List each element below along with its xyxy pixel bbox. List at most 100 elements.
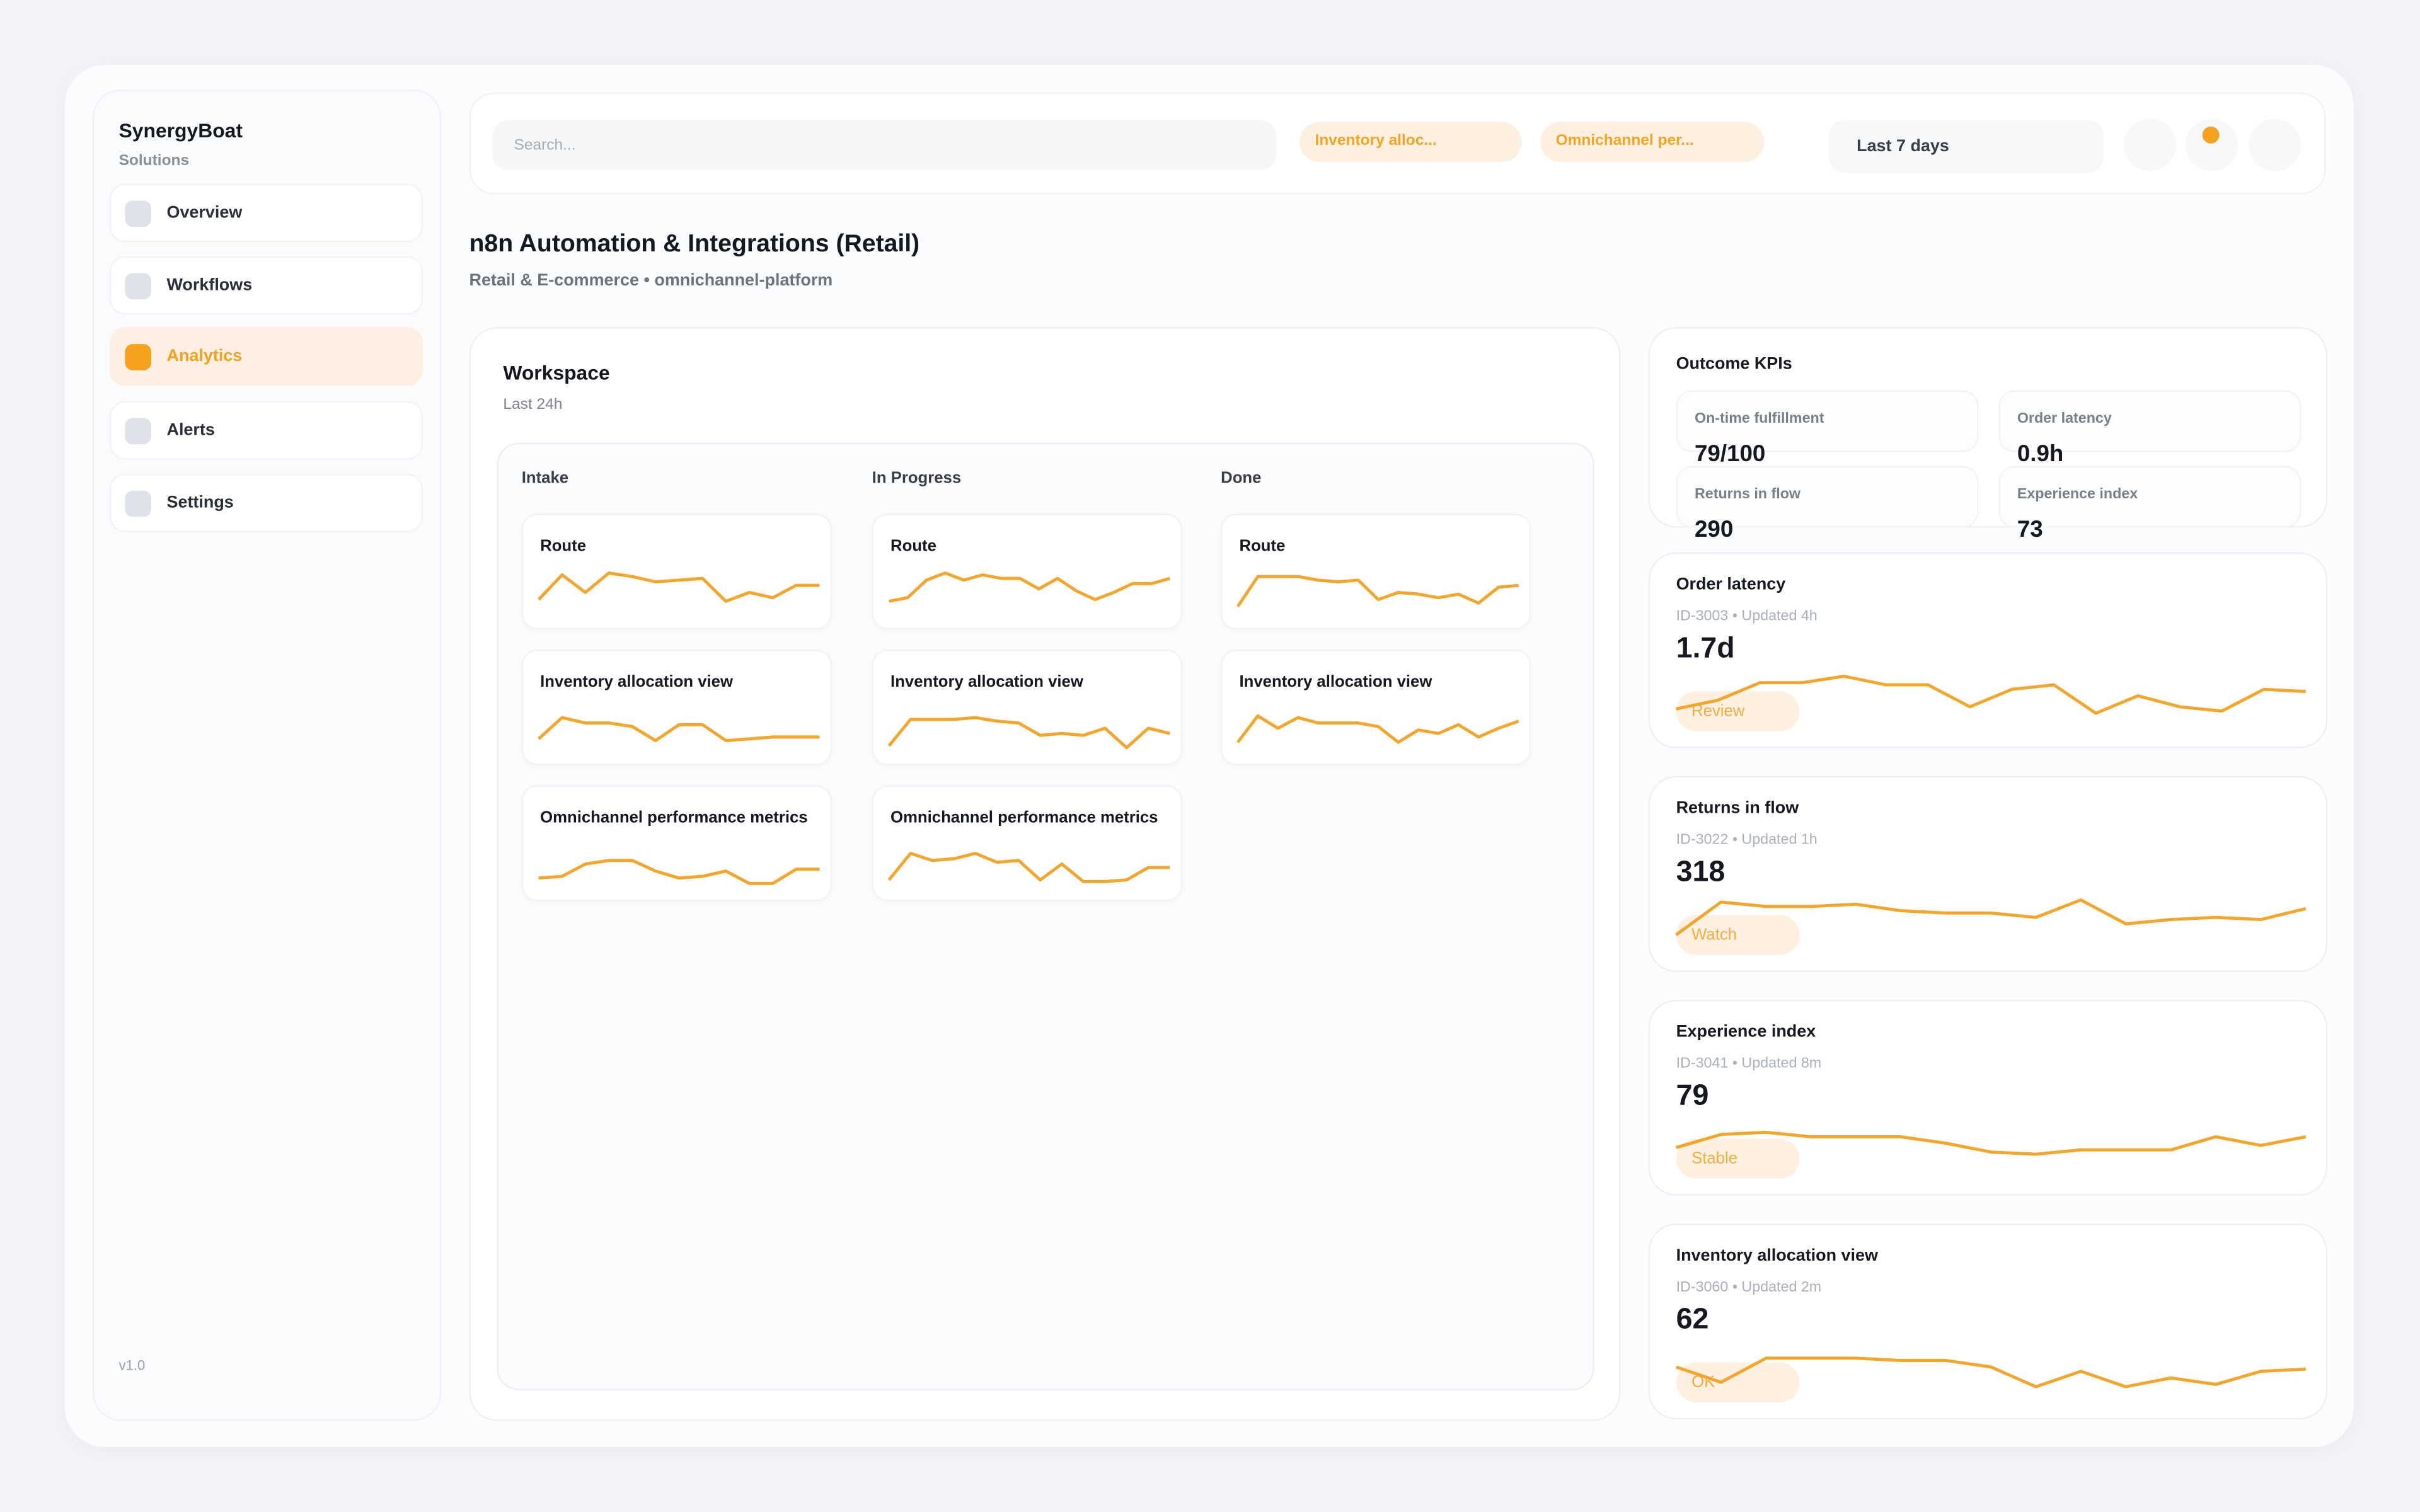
metric-value: 1.7d bbox=[1676, 633, 1735, 665]
sidebar-item-workflows[interactable]: Workflows bbox=[109, 256, 424, 315]
metric-title: Experience index bbox=[1676, 1022, 1816, 1042]
metric-title: Returns in flow bbox=[1676, 799, 1799, 818]
metric-sparkline bbox=[1675, 1130, 2307, 1156]
metric-sparkline bbox=[1675, 898, 2307, 936]
metric-value: 79 bbox=[1676, 1080, 1709, 1113]
brand-name: SynergyBoat bbox=[118, 118, 243, 142]
kpi-label: Experience index bbox=[2017, 486, 2138, 503]
sidebar-item-label: Overview bbox=[166, 203, 243, 222]
workspace-subtitle: Last 24h bbox=[503, 396, 563, 414]
sparkline bbox=[537, 571, 820, 603]
metric-value: 318 bbox=[1676, 856, 1726, 889]
task-card-label: Omnichannel performance metrics bbox=[540, 808, 808, 827]
task-card[interactable]: Inventory allocation view bbox=[1221, 650, 1531, 765]
sparkline bbox=[1675, 1130, 2307, 1156]
task-card-label: Route bbox=[540, 537, 587, 556]
task-sparkline bbox=[887, 716, 1170, 750]
sparkline bbox=[887, 716, 1170, 750]
sparkline bbox=[1676, 674, 2306, 715]
status-badge: Stable bbox=[1676, 1138, 1800, 1179]
sparkline bbox=[1675, 898, 2307, 936]
task-card[interactable]: Inventory allocation view bbox=[872, 650, 1182, 765]
filter-chip-inventory[interactable]: Inventory alloc... bbox=[1299, 122, 1522, 163]
page-title: n8n Automation & Integrations (Retail) bbox=[469, 231, 920, 258]
metric-title: Inventory allocation view bbox=[1676, 1246, 1878, 1266]
notification-dot-icon bbox=[2202, 126, 2220, 144]
metric-card[interactable]: Returns in flow ID-3022 • Updated 1h 318 Wa… bbox=[1648, 776, 2328, 972]
sparkline bbox=[887, 852, 1170, 883]
sparkline bbox=[1675, 1356, 2306, 1389]
sparkline bbox=[1236, 714, 1519, 744]
task-card-label: Inventory allocation view bbox=[1239, 672, 1432, 692]
column-header: Done bbox=[1221, 469, 1262, 488]
task-sparkline bbox=[538, 859, 820, 885]
user-avatar[interactable] bbox=[2249, 118, 2302, 171]
metric-card[interactable]: Order latency ID-3003 • Updated 4h 1.7d Rev… bbox=[1648, 552, 2328, 748]
sidebar-item-alerts[interactable]: Alerts bbox=[109, 401, 424, 460]
sparkline bbox=[889, 571, 1170, 603]
notifications-button[interactable] bbox=[2185, 118, 2238, 171]
metric-card[interactable]: Inventory allocation view ID-3060 • Updat… bbox=[1648, 1223, 2328, 1420]
task-card[interactable]: Route bbox=[521, 513, 833, 630]
task-card-label: Inventory allocation view bbox=[890, 672, 1083, 692]
workspace-title: Workspace bbox=[503, 361, 610, 384]
kpi-title: Outcome KPIs bbox=[1676, 355, 1792, 374]
alerts-icon bbox=[125, 417, 152, 444]
kpi-value: 73 bbox=[2017, 517, 2043, 544]
metric-card[interactable]: Experience index ID-3041 • Updated 8m 79 St… bbox=[1648, 999, 2328, 1196]
filter-chip-omnichannel[interactable]: Omnichannel per... bbox=[1540, 122, 1765, 163]
task-card-label: Omnichannel performance metrics bbox=[890, 808, 1158, 827]
kpi-value: 290 bbox=[1694, 517, 1734, 544]
sidebar-item-settings[interactable]: Settings bbox=[109, 473, 424, 532]
metric-meta: ID-3060 • Updated 2m bbox=[1676, 1279, 1822, 1297]
metric-meta: ID-3003 • Updated 4h bbox=[1676, 607, 1818, 625]
help-button[interactable] bbox=[2123, 118, 2177, 171]
kpi-box bbox=[1998, 390, 2302, 452]
task-sparkline bbox=[889, 571, 1170, 603]
kpi-label: Returns in flow bbox=[1694, 486, 1801, 503]
kpi-value: 0.9h bbox=[2017, 441, 2064, 468]
sidebar-item-label: Analytics bbox=[166, 347, 243, 366]
metric-meta: ID-3022 • Updated 1h bbox=[1676, 832, 1818, 849]
search-input[interactable]: Search... bbox=[492, 120, 1277, 170]
task-card-label: Route bbox=[1239, 537, 1286, 556]
task-card[interactable]: Omnichannel performance metrics bbox=[521, 785, 833, 902]
status-badge: OK bbox=[1676, 1362, 1800, 1403]
task-card-label: Route bbox=[890, 537, 936, 556]
task-sparkline bbox=[538, 716, 820, 742]
kpi-label: On-time fulfillment bbox=[1694, 410, 1824, 428]
workspace-panel: Workspace Last 24h Intake Route Inventory … bbox=[469, 327, 1621, 1421]
sidebar-item-label: Workflows bbox=[166, 276, 253, 295]
sparkline bbox=[1236, 575, 1519, 608]
kpi-value: 79/100 bbox=[1694, 441, 1766, 468]
outcome-kpis-panel: Outcome KPIs On-time fulfillment 79/100 … bbox=[1648, 327, 2328, 543]
kpi-box bbox=[1998, 466, 2302, 528]
topbar: Search... Inventory alloc... Omnichannel… bbox=[469, 92, 2326, 195]
analytics-icon bbox=[125, 343, 152, 370]
sidebar-item-label: Alerts bbox=[166, 421, 215, 440]
kpi-box bbox=[1676, 390, 1979, 452]
settings-icon bbox=[125, 490, 152, 517]
metric-value: 62 bbox=[1676, 1303, 1709, 1336]
version-label: v1.0 bbox=[118, 1358, 146, 1373]
metric-sparkline bbox=[1675, 1356, 2306, 1389]
sidebar: SynergyBoat Solutions Overview Workflows… bbox=[92, 89, 442, 1421]
sidebar-item-analytics[interactable]: Analytics bbox=[109, 327, 424, 386]
metric-title: Order latency bbox=[1676, 575, 1786, 594]
date-range-select[interactable]: Last 7 days bbox=[1829, 120, 2104, 173]
brand-subtitle: Solutions bbox=[118, 152, 190, 170]
task-sparkline bbox=[887, 852, 1170, 883]
task-card[interactable]: Inventory allocation view bbox=[521, 650, 833, 765]
metric-meta: ID-3041 • Updated 8m bbox=[1676, 1055, 1822, 1073]
kpi-label: Order latency bbox=[2017, 410, 2112, 428]
task-sparkline bbox=[537, 571, 820, 603]
task-card[interactable]: Route bbox=[872, 513, 1182, 630]
sidebar-item-overview[interactable]: Overview bbox=[109, 183, 424, 243]
sparkline bbox=[538, 859, 820, 885]
task-card-label: Inventory allocation view bbox=[540, 672, 733, 692]
task-card[interactable]: Route bbox=[1221, 513, 1531, 630]
kpi-box bbox=[1676, 466, 1979, 528]
task-card[interactable]: Omnichannel performance metrics bbox=[872, 785, 1182, 902]
sparkline bbox=[538, 716, 820, 742]
task-sparkline bbox=[1236, 714, 1519, 744]
